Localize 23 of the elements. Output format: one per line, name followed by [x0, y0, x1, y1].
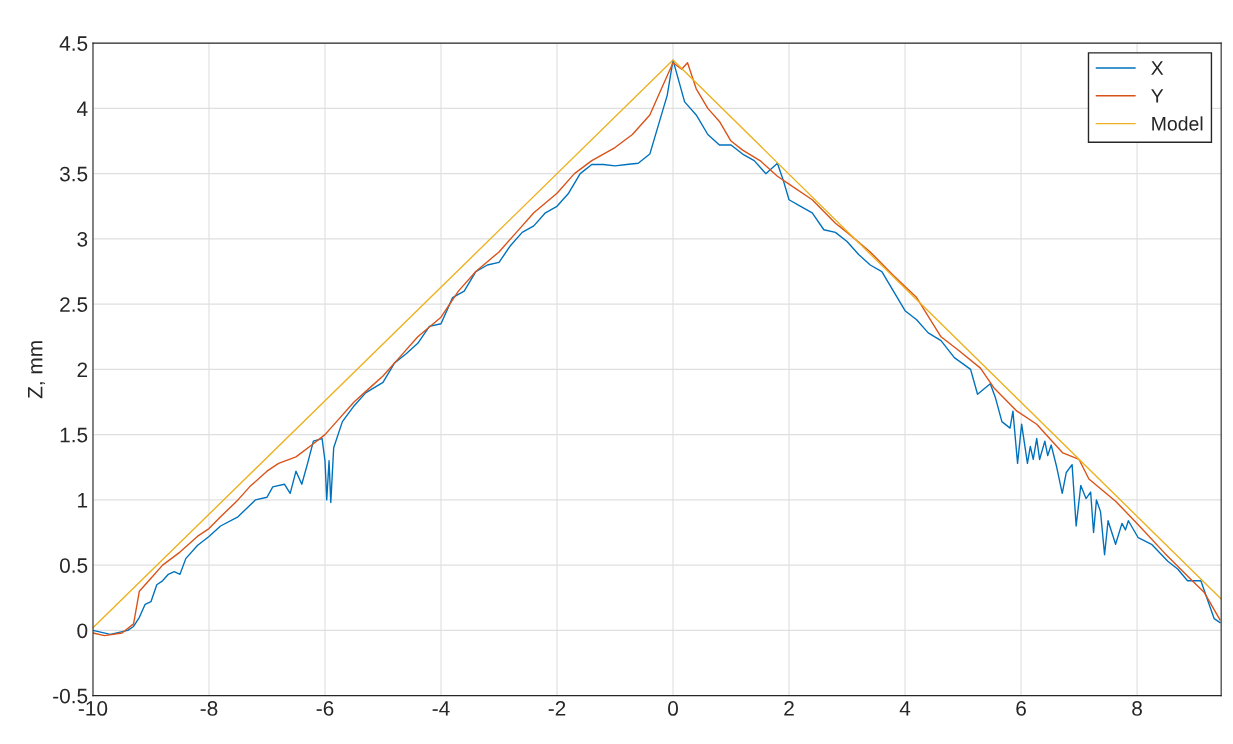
legend-label: X — [1151, 61, 1164, 75]
x-tick-label: -2 — [548, 701, 566, 716]
y-tick-label: 0 — [77, 623, 88, 639]
x-tick-label: 0 — [668, 701, 678, 716]
y-tick-label: 4 — [77, 101, 88, 116]
y-tick-label: 3 — [77, 231, 88, 247]
x-tick-label: 8 — [1132, 701, 1142, 716]
y-tick-label: 2.5 — [60, 297, 88, 312]
y-tick-label: 3.5 — [59, 166, 88, 182]
legend-label: Model — [1152, 116, 1203, 131]
y-tick-label: 1.5 — [60, 427, 88, 443]
x-tick-label: -6 — [316, 701, 334, 716]
x-tick-label: 4 — [899, 701, 911, 716]
y-tick-label: 1 — [78, 493, 88, 508]
x-tick-label: 2 — [784, 701, 794, 716]
legend-label: Y — [1151, 89, 1164, 103]
y-tick-label: 4.5 — [59, 36, 88, 51]
y-tick-label: 0.5 — [59, 558, 88, 573]
y-axis-title: Z, mm — [28, 341, 45, 399]
x-tick-label: 6 — [1016, 701, 1026, 716]
x-tick-label: -4 — [432, 701, 450, 716]
x-tick-label: -8 — [200, 701, 218, 716]
y-tick-label: 2 — [77, 362, 88, 377]
